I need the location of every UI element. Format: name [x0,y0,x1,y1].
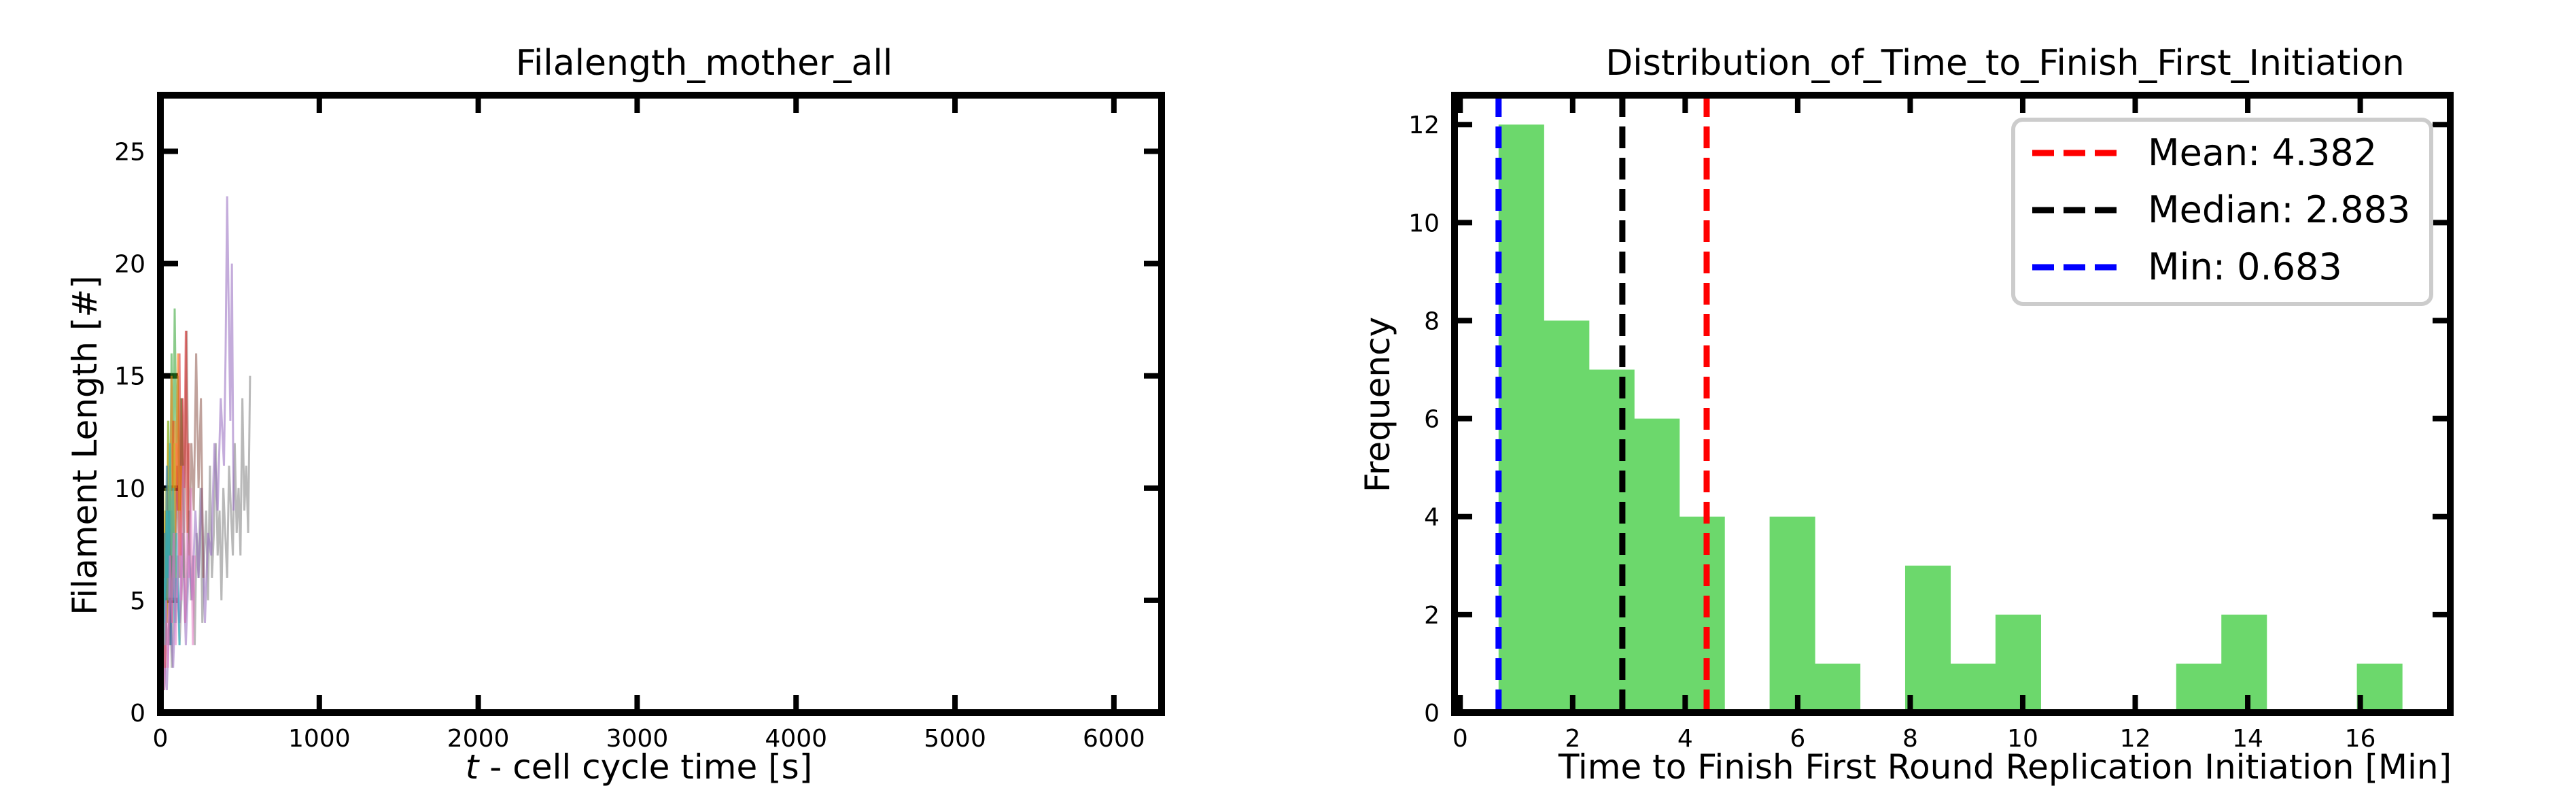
x-tick-label: 2000 [447,725,510,753]
filament-length-chart: Filalength_mother_all t - cell cycle tim… [65,43,1165,787]
x-tick-label: 3000 [606,725,669,753]
histogram-bar [1950,663,1996,713]
x-tick-label: 2 [1565,725,1580,753]
y-tick-label: 4 [1424,504,1440,532]
x-axis-label: t - cell cycle time [s] [466,747,812,787]
histogram-bar [1588,369,1635,713]
y-axis-label: Filament Length [#] [65,275,105,615]
x-tick-label: 5000 [924,725,986,753]
histogram-bar [1634,418,1680,713]
x-axis-label-rest: - cell cycle time [s] [478,747,812,787]
plot-frame [1451,92,2454,716]
x-tick-label: 8 [1902,725,1918,753]
tick-layer: 0 1000 2000 3000 4000 5000 6000 0 5 10 15 20 25 [114,95,1162,753]
x-tick-label: 6 [1790,725,1805,753]
histogram-bar [1995,614,2041,713]
x-tick-label: 10 [2007,725,2038,753]
x-tick-label: 0 [1452,725,1468,753]
legend-label: Median: 2.883 [2148,188,2410,231]
y-tick-label: 10 [1408,209,1440,237]
y-tick-label: 15 [114,363,145,391]
legend: Mean: 4.382 Median: 2.883 Min: 0.683 [2011,118,2433,306]
histogram-bar [1769,516,1815,713]
histogram-bar [2176,663,2222,713]
y-tick-label: 12 [1408,112,1440,139]
series-line [159,465,196,713]
chart-title: Filalength_mother_all [516,43,893,84]
y-tick-label: 5 [130,587,145,615]
series-layer [159,196,251,713]
x-tick-label: 16 [2345,725,2376,753]
x-tick-label: 1000 [288,725,351,753]
histogram-bar [2221,614,2267,713]
histogram-bar [2356,663,2403,713]
y-tick-label: 20 [114,251,145,279]
x-tick-label: 0 [153,725,169,753]
legend-box [2011,118,2433,306]
y-tick-label: 2 [1424,602,1440,630]
y-tick-label: 10 [114,475,145,503]
legend-label: Min: 0.683 [2148,245,2342,288]
x-tick-label: 4000 [765,725,827,753]
x-axis-label-italic: t [466,747,481,787]
y-tick-label: 0 [1424,700,1440,728]
histogram-bar [1544,320,1590,713]
y-tick-label: 0 [130,700,145,728]
x-tick-label: 6000 [1083,725,1145,753]
x-tick-label: 14 [2232,725,2263,753]
initiation-time-histogram: Distribution_of_Time_to_Finish_First_Ini… [1358,43,2454,787]
y-tick-label: 25 [114,139,145,167]
x-axis-label: Time to Finish First Round Replication I… [1558,747,2452,787]
y-tick-label: 8 [1424,307,1440,335]
chart-title: Distribution_of_Time_to_Finish_First_Ini… [1605,43,2404,84]
plot-frame [157,92,1165,716]
legend-label: Mean: 4.382 [2148,131,2377,174]
y-axis-label: Frequency [1358,317,1397,492]
histogram-bar [1498,124,1544,713]
x-tick-label: 12 [2120,725,2151,753]
histogram-bar [1679,516,1725,713]
y-tick-label: 6 [1424,406,1440,434]
x-tick-label: 4 [1677,725,1693,753]
histogram-bar [1904,565,1951,713]
bar-layer [1498,124,2403,713]
reference-line-layer [1495,95,1710,713]
histogram-bar [1815,663,1861,713]
